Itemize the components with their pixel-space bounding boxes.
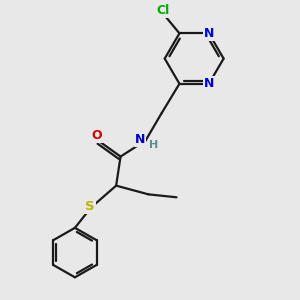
Text: N: N — [135, 133, 146, 146]
Text: N: N — [204, 27, 214, 40]
Text: N: N — [204, 77, 214, 90]
Text: H: H — [149, 140, 158, 150]
Text: O: O — [91, 129, 102, 142]
Text: S: S — [85, 200, 94, 213]
Text: Cl: Cl — [157, 4, 170, 16]
